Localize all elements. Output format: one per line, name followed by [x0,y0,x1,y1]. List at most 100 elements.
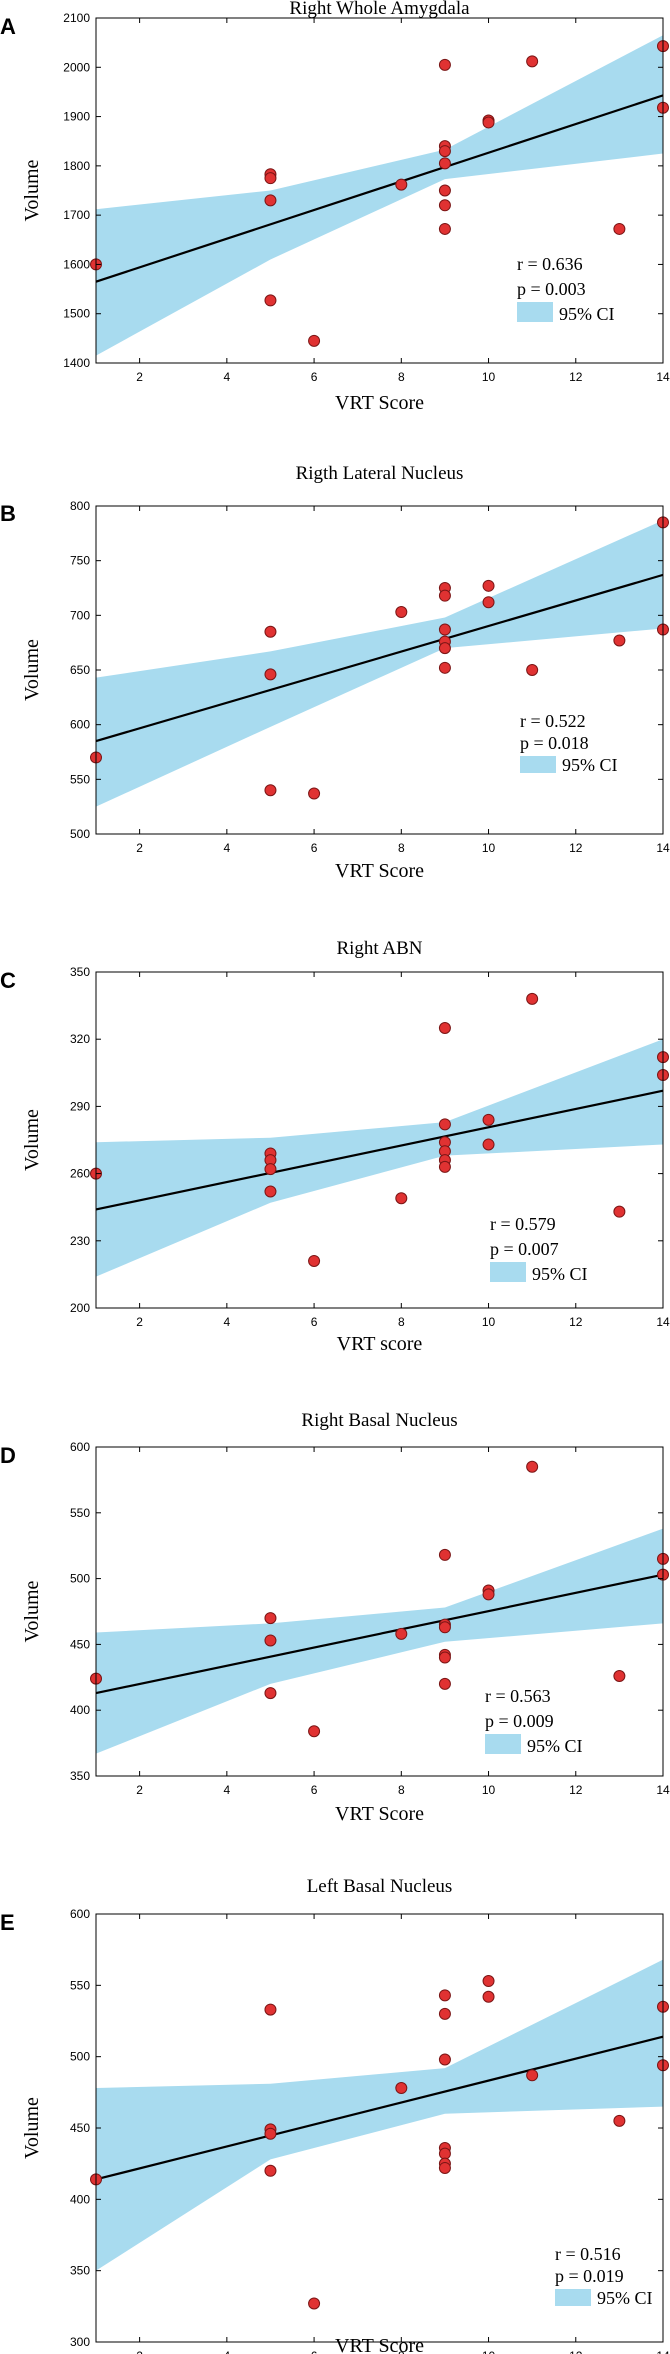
x-tick-label: 6 [311,1783,318,1797]
data-point [482,116,495,129]
x-tick-label: 4 [224,1315,231,1329]
p-value: p = 0.007 [490,1239,559,1259]
y-axis-label: Volume [21,159,43,221]
x-tick-label: 2 [136,2349,143,2354]
y-tick-label: 600 [70,1907,90,1921]
data-point [526,2069,539,2082]
data-point [308,1254,321,1267]
y-axis-label: Volume [21,2097,43,2159]
data-point [438,1022,451,1034]
y-tick-label: 500 [70,827,90,841]
data-point [482,1990,495,2003]
x-tick-label: 6 [311,841,318,855]
data-point [438,2053,451,2066]
data-point [438,199,451,212]
data-point [438,157,451,170]
x-tick-label: 10 [482,370,496,384]
x-tick-label: 14 [656,841,670,855]
y-tick-label: 290 [70,1099,90,1113]
x-tick-label: 6 [311,2349,318,2354]
x-tick-label: 8 [398,841,405,855]
legend-swatch [520,756,556,773]
data-point [264,1185,277,1198]
y-tick-label: 600 [70,718,90,732]
panel-a: A 2 4 6 8 10 12 14 1400 1500 1600 1700 1800 1900 2000 2… [0,0,670,414]
x-tick-label: 12 [569,2349,583,2354]
y-tick-label: 1700 [63,208,90,222]
y-tick-label: 650 [70,663,90,677]
regression-line [95,1089,664,1211]
data-point [438,222,451,235]
data-point [264,2003,277,2016]
y-tick-label: 550 [70,1506,90,1520]
data-point [438,661,451,674]
y-axis-label: Volume [21,1580,43,1642]
p-value: p = 0.003 [517,279,586,299]
chart-title: Right Whole Amygdala [289,0,470,19]
x-tick-label: 2 [136,1315,143,1329]
ci-band [96,35,663,356]
ci-band [96,520,663,807]
plot-frame [95,971,664,1309]
y-tick-label: 450 [70,1637,90,1651]
x-tick-label: 8 [398,2349,405,2354]
data-point [308,1725,321,1738]
x-tick-label: 10 [482,1315,496,1329]
x-tick-label: 6 [311,370,318,384]
data-point [264,194,277,207]
data-point [264,784,277,797]
data-point [395,2082,408,2095]
y-tick-label: 700 [70,608,90,622]
legend-label: 95% CI [597,2288,653,2308]
data-point [308,334,321,347]
y-tick-label: 750 [70,554,90,568]
data-point [482,596,495,609]
data-point [526,664,539,676]
x-tick-label: 2 [136,370,143,384]
panel-letter: D [0,1443,16,1468]
data-point [482,1138,495,1151]
r-value: r = 0.522 [520,711,586,731]
data-point [395,606,408,619]
data-point [395,178,408,191]
p-value: p = 0.019 [555,2266,624,2286]
panel-e: E 2 4 6 8 10 12 14 300 350 400 450 500 550 600 Left Bas… [0,1876,670,2354]
x-axis-label: VRT Score [335,860,424,882]
y-axis-label: Volume [21,639,43,701]
panel-letter: C [0,968,16,993]
panel-letter: A [0,14,16,39]
data-point [438,145,451,158]
x-tick-label: 4 [224,2349,231,2354]
data-point [438,58,451,71]
y-tick-label: 600 [70,1440,90,1454]
y-tick-label: 800 [70,499,90,513]
ci-band [96,1039,663,1277]
x-axis-label: VRT Score [335,2335,424,2354]
data-point [264,1163,277,1176]
data-point [613,634,626,647]
data-point [264,294,277,307]
y-tick-label: 1400 [63,356,90,370]
ci-band [96,1959,663,2271]
regression-line [95,573,664,743]
y-tick-label: 500 [70,1572,90,1586]
y-tick-label: 2000 [63,60,90,74]
regression-line [95,2035,664,2181]
data-point [482,1975,495,1988]
panel-b: B 2 4 6 8 10 12 14 500 550 600 650 700 750 800 Rigth La… [0,463,670,882]
y-tick-label: 550 [70,772,90,786]
data-point [438,2007,451,2020]
legend-label: 95% CI [527,1736,583,1756]
data-point [438,184,451,197]
y-tick-label: 400 [70,2192,90,2206]
y-tick-label: 1600 [63,257,90,271]
x-tick-label: 8 [398,1315,405,1329]
y-tick-label: 1800 [63,159,90,173]
chart-title: Right Basal Nucleus [301,1410,457,1431]
y-tick-label: 1900 [63,110,90,124]
regression-line [95,94,664,283]
data-point [526,992,539,1005]
data-point [438,1621,451,1634]
y-tick-label: 300 [70,2335,90,2349]
